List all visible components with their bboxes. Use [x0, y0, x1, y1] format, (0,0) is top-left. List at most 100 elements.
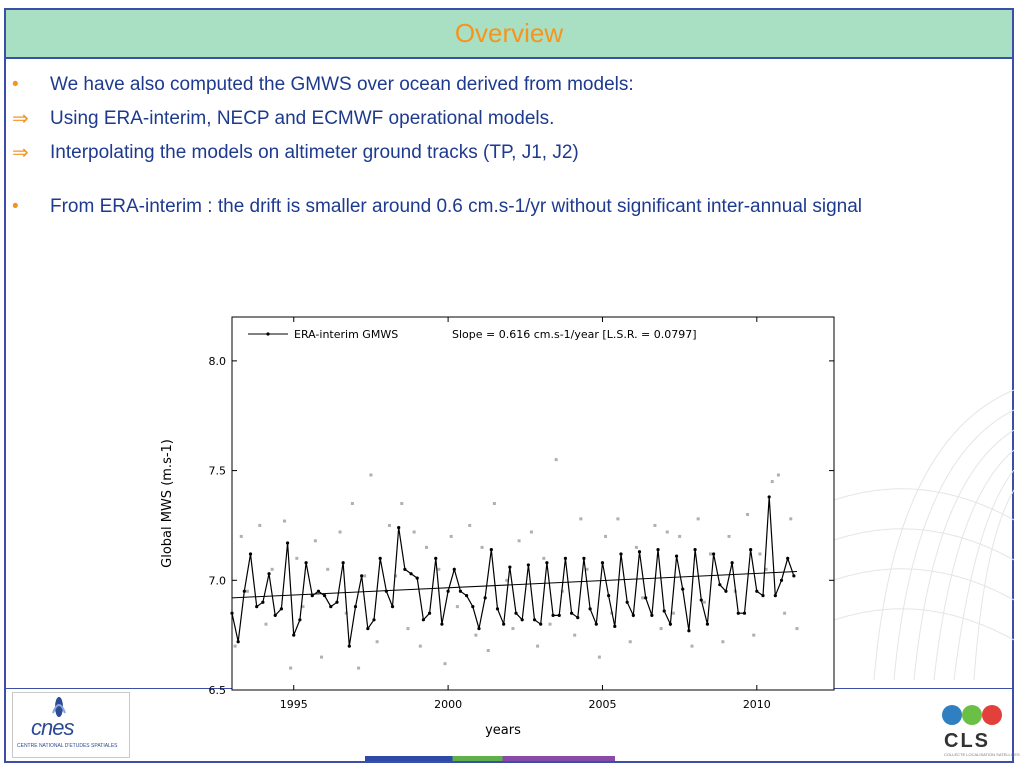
- series-point: [613, 624, 617, 628]
- y-tick-label: 7.0: [209, 574, 227, 587]
- series-point: [786, 556, 790, 560]
- series-point: [248, 552, 253, 556]
- series-point: [366, 626, 370, 631]
- series-point: [742, 611, 747, 615]
- series-point: [242, 589, 246, 593]
- series-point: [273, 613, 277, 617]
- scatter-point: [758, 552, 762, 556]
- implies-arrow-icon: ⇒: [12, 108, 29, 130]
- gmws-chart: 1995 2000 2005 2010 6.5 7.0 7.5 8.0 years Global …: [150, 300, 850, 750]
- scatter-point: [369, 473, 373, 477]
- series-point: [607, 594, 611, 598]
- scatter-point: [282, 519, 286, 523]
- chart-svg: 1995 2000 2005 2010 6.5 7.0 7.5 8.0 years Global …: [160, 316, 835, 738]
- series-point: [588, 607, 592, 611]
- series-point: [341, 561, 345, 565]
- series-point: [310, 594, 314, 598]
- scatter-point: [350, 502, 354, 505]
- cnes-logo: cnes CENTRE NATIONAL D'ETUDES SPATIALES: [12, 692, 130, 758]
- series-point: [514, 611, 518, 615]
- scatter-point: [344, 611, 348, 615]
- scatter-point: [492, 502, 496, 505]
- scatter-point: [443, 662, 447, 666]
- series-point: [316, 589, 321, 593]
- bullet-text: Using ERA-interim, NECP and ECMWF operat…: [50, 108, 555, 129]
- series-point: [563, 556, 568, 560]
- series-point: [656, 547, 660, 552]
- series-point: [532, 618, 537, 622]
- series-point: [650, 613, 654, 617]
- scatter-point: [245, 589, 249, 593]
- series-point: [792, 574, 796, 578]
- x-tick-label: 2010: [743, 698, 771, 711]
- cls-logo: CLS COLLECTE LOCALISATION SATELLITES: [938, 700, 1020, 760]
- series-point: [323, 594, 327, 598]
- decorative-swirl-background: [834, 389, 1014, 680]
- series-point: [372, 618, 376, 622]
- scatter-point: [424, 545, 428, 549]
- x-axis-label: years: [485, 723, 521, 738]
- series-point: [292, 633, 296, 637]
- cls-logo-text: CLS: [944, 730, 990, 752]
- series-point: [773, 594, 777, 598]
- series-point: [730, 561, 734, 565]
- scatter-point: [468, 523, 472, 527]
- scatter-point: [387, 523, 391, 527]
- scatter-point: [752, 633, 756, 637]
- x-tick-label: 2000: [434, 698, 462, 711]
- series-point: [415, 576, 419, 580]
- series-point: [674, 554, 679, 558]
- series-point: [681, 587, 685, 591]
- scatter-point: [770, 480, 774, 484]
- bullet-dot-icon: •: [12, 74, 19, 95]
- series-point: [360, 574, 364, 578]
- trend-line: [231, 571, 797, 599]
- series-point: [749, 547, 753, 552]
- scatter-point: [400, 502, 404, 505]
- series-point: [631, 613, 635, 617]
- series-point: [403, 567, 407, 571]
- scatter-point: [455, 605, 459, 609]
- title-bar: Overview: [6, 10, 1012, 59]
- series-point: [637, 550, 642, 554]
- series-point: [526, 563, 530, 567]
- bullet-item: • From ERA-interim : the drift is smalle…: [10, 194, 1000, 220]
- series-point: [335, 600, 339, 604]
- series-point: [465, 594, 469, 598]
- scatter-point: [690, 644, 694, 648]
- series-point: [619, 552, 623, 556]
- series-point: [434, 556, 438, 560]
- slide-title: Overview: [454, 18, 564, 48]
- legend-marker: [266, 332, 270, 336]
- series-point: [347, 644, 351, 648]
- series-point: [267, 572, 271, 576]
- scatter-point: [746, 512, 750, 516]
- series-point: [409, 572, 413, 576]
- series-point: [779, 578, 784, 582]
- series-point: [446, 589, 450, 593]
- series-point: [397, 526, 401, 530]
- series-point: [569, 611, 574, 615]
- scatter-point: [573, 633, 577, 637]
- cnes-logo-text: cnes: [31, 715, 74, 740]
- series-point: [508, 565, 512, 569]
- scatter-point: [678, 534, 682, 538]
- series-point: [724, 589, 728, 593]
- cls-logo-subtitle: COLLECTE LOCALISATION SATELLITES: [944, 752, 1020, 757]
- cls-emblem-icon: [942, 705, 1002, 725]
- scatter-point: [258, 523, 262, 527]
- scatter-point: [406, 627, 410, 631]
- bullet-text: We have also computed the GMWS over ocea…: [50, 74, 634, 95]
- bullet-text: From ERA-interim : the drift is smaller …: [50, 196, 863, 217]
- scatter-point: [338, 530, 342, 534]
- scatter-point: [511, 627, 515, 631]
- scatter-point: [709, 552, 713, 556]
- series-point: [378, 556, 382, 560]
- scatter-point: [696, 517, 700, 521]
- scatter-point: [301, 605, 305, 609]
- series-point: [495, 607, 500, 611]
- series-point: [600, 561, 605, 565]
- scatter-point: [702, 600, 706, 604]
- series-point: [718, 583, 722, 587]
- series-point: [539, 622, 543, 626]
